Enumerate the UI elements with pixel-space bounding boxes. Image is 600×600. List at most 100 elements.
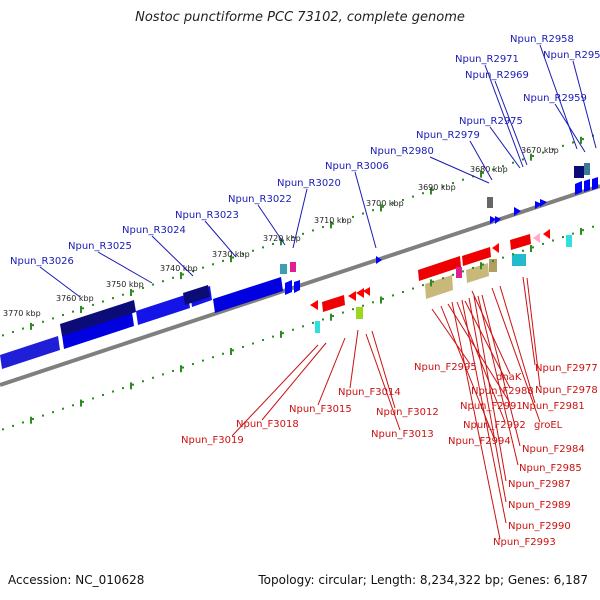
forward-gene-label[interactable]: Npun_F2989 [508, 500, 571, 511]
axis-dot [52, 317, 54, 320]
kbp-tick-label: 3700 kbp [366, 199, 404, 208]
gene-arrow-forward [348, 291, 356, 301]
forward-gene-label[interactable]: Npun_F2987 [508, 479, 571, 490]
axis-dot [382, 205, 384, 208]
forward-gene-label[interactable]: Npun_F2995 [414, 362, 477, 373]
forward-gene-label[interactable]: Npun_F3018 [236, 419, 299, 430]
kbp-tick-label: 3690 kbp [418, 183, 456, 192]
gene-arrow-reverse [294, 280, 300, 293]
forward-strand-genes [310, 229, 572, 333]
gene-block-reverse [213, 277, 283, 313]
axis-dot [412, 287, 414, 290]
reverse-gene-label[interactable]: Npun_R2979 [416, 130, 480, 141]
forward-gene-label[interactable]: groEL [534, 420, 563, 431]
axis-dot [142, 286, 144, 289]
forward-gene-label[interactable]: Npun_F3012 [376, 407, 439, 418]
axis-dot [552, 239, 554, 242]
axis-tick [330, 221, 332, 229]
axis-dot [132, 383, 134, 386]
forward-gene-label[interactable]: Npun_F2985 [519, 463, 582, 474]
axis-tick [280, 330, 282, 338]
axis-dot [462, 178, 464, 181]
forward-gene-label[interactable]: Npun_F2977 [535, 363, 598, 374]
gene-block-forward [510, 234, 531, 250]
axis-dot [562, 236, 564, 239]
genome-summary-text: Topology: circular; Length: 8,234,322 bp… [258, 573, 588, 587]
axis-dot [212, 356, 214, 359]
reverse-gene-label[interactable]: Npun_R2958 [510, 34, 574, 45]
axis-tick [380, 296, 382, 304]
kbp-tick-label: 3720 kbp [263, 234, 301, 243]
reverse-gene-label[interactable]: Npun_R3023 [175, 210, 239, 221]
reverse-gene-label[interactable]: Npun_R3025 [68, 241, 132, 252]
axis-tick [80, 305, 82, 313]
reverse-label-leader [494, 80, 528, 166]
forward-gene-label[interactable]: Npun_F2993 [493, 537, 556, 548]
axis-dot [92, 303, 94, 306]
axis-dot [102, 393, 104, 396]
forward-gene-label[interactable]: Npun_F3015 [289, 404, 352, 415]
gene-block-teal [584, 163, 590, 175]
forward-gene-label[interactable]: dnaK [496, 372, 522, 383]
reverse-gene-label[interactable]: Npun_R2969 [465, 70, 529, 81]
forward-gene-label[interactable]: Npun_F2984 [522, 444, 585, 455]
gene-block-grey [487, 197, 493, 208]
gene-block-reverse [60, 300, 136, 336]
reverse-gene-label[interactable]: Npun_R3006 [325, 161, 389, 172]
forward-gene-label[interactable]: Npun_F3019 [181, 435, 244, 446]
axis-dot [452, 182, 454, 185]
axis-dot [302, 232, 304, 235]
reverse-gene-label[interactable]: Npun_R3024 [122, 225, 186, 236]
axis-tick [30, 322, 32, 330]
forward-gene-label[interactable]: Npun_F2981 [522, 401, 585, 412]
axis-dot [42, 414, 44, 417]
gene-block-cyan [566, 235, 572, 247]
forward-gene-label[interactable]: Npun_F2978 [535, 385, 598, 396]
axis-tick [530, 245, 532, 253]
reverse-gene-label[interactable]: Npun_R3020 [277, 178, 341, 189]
forward-gene-label[interactable]: Npun_F3014 [338, 387, 401, 398]
reverse-label-leader [292, 188, 308, 249]
gene-block-cyan [315, 321, 320, 333]
forward-label-leader [522, 276, 536, 366]
axis-dot [292, 328, 294, 331]
forward-gene-label[interactable]: Npun_F2991 [460, 401, 523, 412]
axis-dot [342, 219, 344, 222]
gene-arrow-reverse [490, 216, 496, 224]
reverse-label-leader [539, 44, 578, 150]
reverse-gene-label[interactable]: Npun_R3026 [10, 256, 74, 267]
gene-arrow-reverse [575, 181, 582, 195]
reverse-strand-genes [0, 163, 598, 369]
axis-dot [232, 349, 234, 352]
forward-gene-label[interactable]: Npun_F2990 [508, 521, 571, 532]
reverse-gene-label[interactable]: Npun_R2980 [370, 146, 434, 157]
forward-gene-label[interactable]: Npun_F2992 [463, 420, 526, 431]
axis-dot [552, 148, 554, 151]
axis-dot [542, 242, 544, 245]
forward-label-leader [365, 333, 401, 431]
axis-dot [282, 332, 284, 335]
reverse-label-leader [204, 220, 237, 258]
axis-dot [32, 324, 34, 327]
reverse-label-leader [257, 204, 286, 246]
reverse-gene-label[interactable]: Npun_R2971 [455, 54, 519, 65]
forward-label-leader [371, 330, 396, 409]
reverse-gene-label[interactable]: Npun_R2959 [523, 93, 587, 104]
axis-dot [492, 260, 494, 263]
forward-label-leader [431, 308, 471, 365]
reverse-gene-label[interactable]: Npun_R3022 [228, 194, 292, 205]
axis-tick [580, 227, 582, 235]
reverse-gene-label[interactable]: Npun_R2957 [543, 50, 600, 61]
axis-dot [192, 363, 194, 366]
axis-tick [230, 348, 232, 356]
axis-tick [330, 313, 332, 321]
axis-dot [482, 263, 484, 266]
axis-dot [102, 300, 104, 303]
gene-arrow-forward [533, 233, 540, 243]
kbp-tick-label: 3760 kbp [56, 294, 94, 303]
forward-gene-label[interactable]: Npun_F2994 [448, 436, 511, 447]
gene-arrow-reverse [285, 280, 292, 295]
reverse-gene-label[interactable]: Npun_R2975 [459, 116, 523, 127]
axis-dot [122, 387, 124, 390]
forward-gene-label[interactable]: Npun_F3013 [371, 429, 434, 440]
